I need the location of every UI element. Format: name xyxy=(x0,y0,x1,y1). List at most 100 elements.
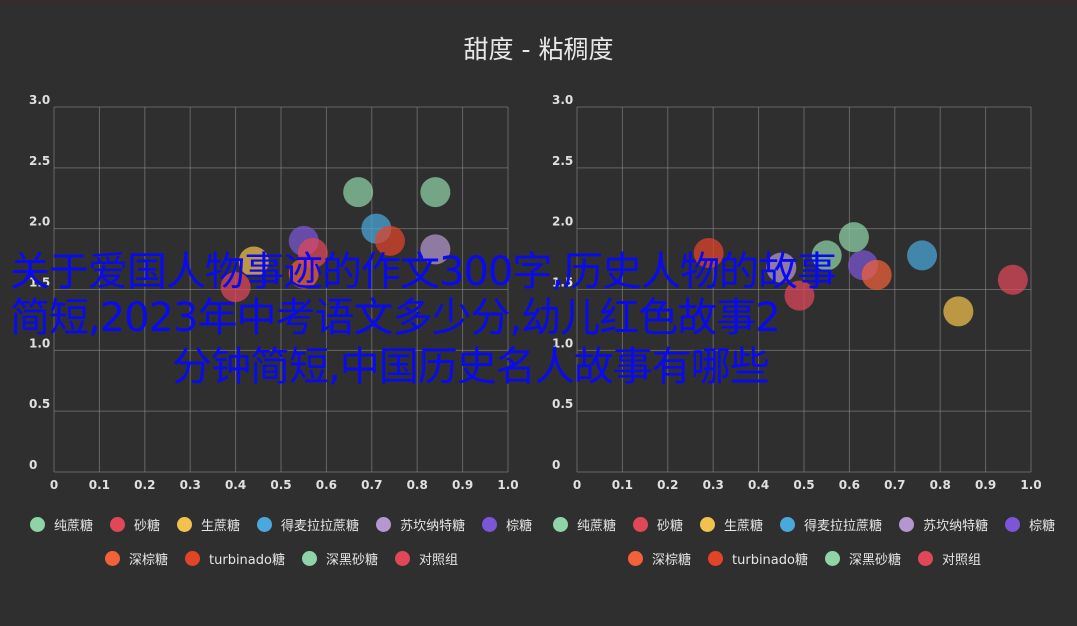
x-tick-label: 0.6 xyxy=(316,478,337,492)
y-tick-label: 0.5 xyxy=(29,397,50,411)
legend-item[interactable]: 深黑砂糖 xyxy=(824,549,901,568)
x-tick-label: 0.7 xyxy=(884,478,905,492)
data-point xyxy=(420,177,451,208)
x-tick-label: 0.1 xyxy=(612,478,633,492)
legend-item[interactable]: turbinado糖 xyxy=(708,549,808,568)
legend-item[interactable]: 纯蔗糖 xyxy=(553,515,616,534)
data-point xyxy=(297,238,328,268)
y-tick-label: 2.5 xyxy=(552,154,573,168)
legend-swatch xyxy=(482,517,498,532)
x-tick-label: 0 xyxy=(50,478,58,492)
legend-label: 深黑砂糖 xyxy=(325,553,378,568)
x-tick-label: 0.8 xyxy=(930,478,951,492)
x-tick-label: 0.3 xyxy=(180,478,201,492)
legend-item[interactable]: 深棕糖 xyxy=(628,549,691,568)
y-tick-label: 0 xyxy=(552,458,560,472)
legend-swatch xyxy=(899,517,915,532)
overlay-line-2: 简短,2023年中考语文多少分,幼儿红色故事2 xyxy=(10,295,781,341)
legend-item[interactable]: 棕糖 xyxy=(1005,515,1055,534)
data-point xyxy=(420,234,451,265)
legend-label: turbinado糖 xyxy=(209,553,285,568)
x-tick-label: 0.2 xyxy=(134,478,155,492)
legend-item[interactable]: 生蔗糖 xyxy=(700,515,763,534)
legend-swatch xyxy=(105,551,120,566)
legend-item[interactable]: turbinado糖 xyxy=(185,549,285,568)
legend-label: 纯蔗糖 xyxy=(54,519,94,534)
legend-swatch xyxy=(301,551,317,566)
x-tick-label: 0.2 xyxy=(657,478,678,492)
data-point xyxy=(343,177,374,208)
x-tick-label: 0.4 xyxy=(748,478,769,492)
y-tick-label: 3.0 xyxy=(552,93,573,107)
legend-item[interactable]: 棕糖 xyxy=(482,515,532,534)
x-tick-label: 0.6 xyxy=(839,478,860,492)
legend-swatch xyxy=(376,517,392,532)
legend-swatch xyxy=(177,517,193,532)
legend-item[interactable]: 深棕糖 xyxy=(105,549,168,568)
data-point xyxy=(374,225,405,256)
overlay-line-3: 分钟简短,中国历史名人故事有哪些 xyxy=(172,344,770,390)
y-tick-label: 2.5 xyxy=(29,154,50,168)
y-tick-label: 2.0 xyxy=(29,215,50,229)
y-tick-label: 1.0 xyxy=(552,336,573,350)
legend-swatch xyxy=(708,551,724,566)
data-point xyxy=(811,240,842,271)
legend-item[interactable]: 纯蔗糖 xyxy=(30,515,93,534)
top-border xyxy=(0,0,1077,2)
y-tick-label: 3.0 xyxy=(29,93,50,107)
legend-item[interactable]: 苏坎纳特糖 xyxy=(899,515,988,534)
legend-label: 生蔗糖 xyxy=(724,519,764,534)
data-point xyxy=(766,252,797,283)
legend-swatch xyxy=(633,517,649,532)
x-tick-label: 0.9 xyxy=(975,478,996,492)
legend-item[interactable]: 得麦拉拉蔗糖 xyxy=(780,515,882,534)
legend-item[interactable]: 得麦拉拉蔗糖 xyxy=(257,515,359,534)
data-point xyxy=(997,264,1028,295)
y-tick-label: 2.0 xyxy=(552,215,573,229)
legend-label: 得麦拉拉蔗糖 xyxy=(804,519,883,534)
data-point xyxy=(907,240,938,271)
x-tick-label: 0.3 xyxy=(703,478,724,492)
legend-label: 苏坎纳特糖 xyxy=(923,519,989,534)
x-tick-label: 1.0 xyxy=(1020,478,1041,492)
legend-item[interactable]: 砂糖 xyxy=(110,515,160,534)
legend-swatch xyxy=(257,517,273,532)
x-tick-label: 0.4 xyxy=(225,478,246,492)
y-tick-label: 0.5 xyxy=(552,397,573,411)
legend-item[interactable]: 砂糖 xyxy=(633,515,683,534)
x-tick-label: 0.8 xyxy=(407,478,428,492)
legend-swatch xyxy=(110,517,126,532)
legend-swatch xyxy=(1005,517,1021,532)
legend-item[interactable]: 深黑砂糖 xyxy=(301,549,378,568)
legend-label: 棕糖 xyxy=(1029,519,1056,534)
legend-swatch xyxy=(780,517,796,532)
legend-label: 深棕糖 xyxy=(129,553,169,568)
data-point xyxy=(238,246,269,277)
legend-item[interactable]: 苏坎纳特糖 xyxy=(376,515,465,534)
y-tick-label: 1.5 xyxy=(552,276,573,290)
x-tick-label: 0.1 xyxy=(89,478,110,492)
chart-title: 甜度 - 粘稠度 xyxy=(463,35,614,64)
x-tick-label: 1.0 xyxy=(497,478,518,492)
overlay-line-1: 关于爱国人物事迹的作文300字,历史人物的故事 xyxy=(10,249,837,295)
data-point xyxy=(220,272,251,303)
legend-label: 苏坎纳特糖 xyxy=(400,519,466,534)
y-tick-label: 1.0 xyxy=(29,336,50,350)
x-tick-label: 0.7 xyxy=(361,478,382,492)
legend-label: 深黑砂糖 xyxy=(848,553,901,568)
legend-label: 深棕糖 xyxy=(652,553,692,568)
legend-item[interactable]: 对照组 xyxy=(395,549,458,568)
legend-swatch xyxy=(918,551,933,566)
x-tick-label: 0 xyxy=(573,478,581,492)
legend-label: turbinado糖 xyxy=(732,553,808,568)
legend-item[interactable]: 对照组 xyxy=(918,549,981,568)
legend-label: 砂糖 xyxy=(657,519,684,534)
legend-swatch xyxy=(628,551,643,566)
y-tick-label: 1.5 xyxy=(29,276,50,290)
legend-item[interactable]: 生蔗糖 xyxy=(177,515,240,534)
legend-swatch xyxy=(30,517,45,532)
x-tick-label: 0.5 xyxy=(793,478,814,492)
legend-swatch xyxy=(553,517,568,532)
legend-label: 棕糖 xyxy=(506,519,533,534)
